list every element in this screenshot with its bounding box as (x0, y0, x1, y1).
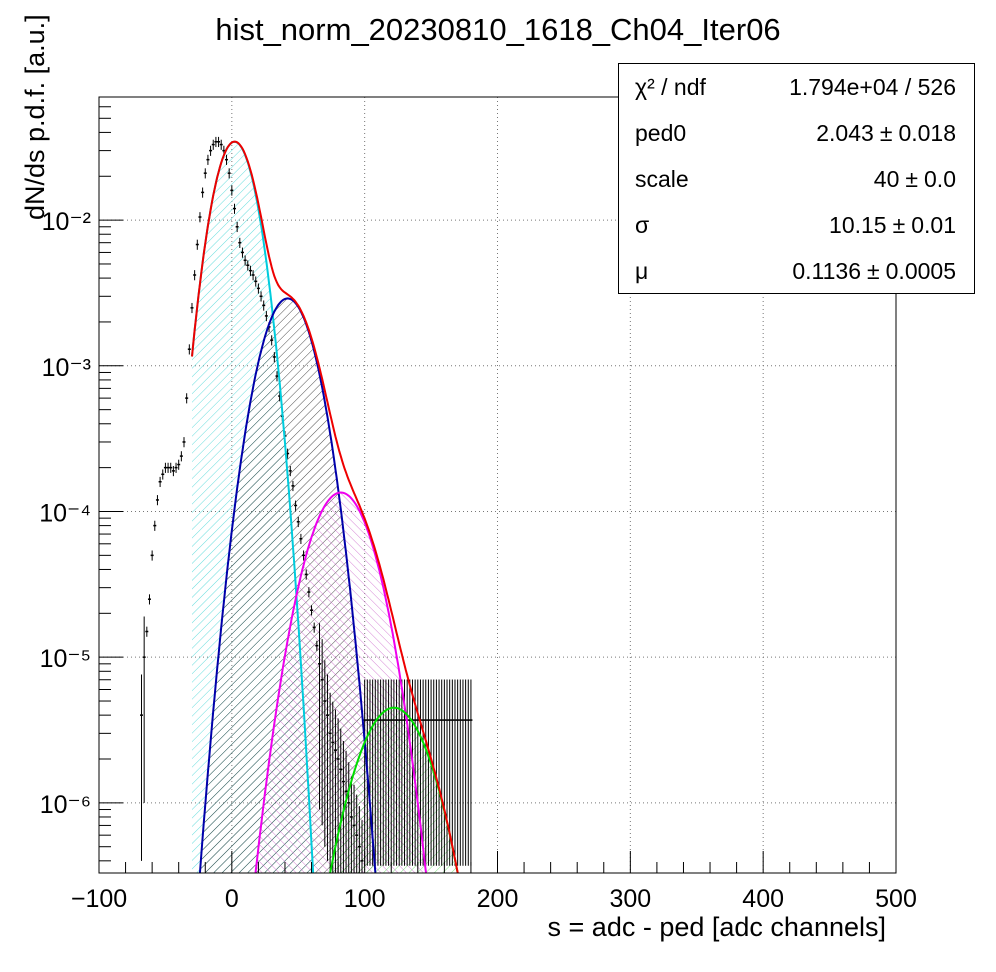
stats-row-sigma: σ 10.15 ±0.01 (619, 202, 974, 248)
stats-row-scale: scale 40 ±0.0 (619, 156, 974, 202)
y-tick-labels: 10⁻⁶ 10⁻⁵ 10⁻⁴ 10⁻³ 10⁻² (39, 208, 91, 819)
component-fills (191, 141, 471, 873)
stats-box: χ² / ndf 1.794e+04 / 526 ped0 2.043 ±0.01… (618, 63, 975, 294)
stats-number: 10.15 (829, 212, 887, 238)
plus-minus: ± (867, 258, 880, 284)
stats-error: 0.01 (911, 212, 956, 238)
stats-error: 0.0005 (885, 258, 956, 284)
x-tick-label: −100 (71, 885, 127, 913)
axis-ticks (98, 96, 897, 873)
data-histogram (140, 136, 473, 873)
stats-label: ped0 (635, 120, 687, 146)
component-curve-1 (198, 297, 377, 873)
plus-minus: ± (892, 212, 906, 238)
stats-label: μ (635, 258, 649, 284)
stats-number: 0.1136 (792, 258, 862, 284)
stats-value: 40 ±0.0 (874, 166, 956, 193)
stats-value: 10.15 ±0.01 (829, 212, 956, 239)
y-tick-label: 10⁻⁶ (40, 791, 91, 819)
plus-minus: ± (879, 120, 893, 146)
y-tick-label: 10⁻² (42, 208, 91, 236)
component-curve-2 (254, 491, 428, 873)
stats-label: scale (635, 166, 689, 192)
x-tick-label: 500 (875, 885, 917, 913)
x-tick-label: 300 (609, 885, 651, 913)
y-tick-label: 10⁻⁵ (40, 645, 91, 673)
y-tick-label: 10⁻³ (42, 354, 91, 382)
x-tick-label: 200 (477, 885, 519, 913)
stats-value: 0.1136 ±0.0005 (792, 258, 956, 285)
y-axis-title: dN/ds p.d.f. [a.u.] (20, 14, 50, 220)
x-tick-labels: −100 0 100 200 300 400 500 (71, 885, 917, 913)
stats-number: 2.043 (816, 120, 874, 146)
fit-curves (191, 140, 459, 873)
plus-minus: ± (905, 166, 919, 192)
stats-label: σ (635, 212, 650, 238)
stats-number: 40 (873, 166, 900, 192)
x-axis-title: s = adc - ped [adc channels] (547, 912, 886, 942)
stats-label: χ² / ndf (635, 74, 706, 100)
stats-value: 2.043 ±0.018 (816, 120, 956, 147)
stats-error: 0.018 (898, 120, 956, 146)
chart-title: hist_norm_20230810_1618_Ch04_Iter06 (215, 12, 781, 47)
x-tick-label: 0 (225, 885, 239, 913)
stats-row-chi2: χ² / ndf 1.794e+04 / 526 (619, 64, 974, 110)
stats-value: 1.794e+04 / 526 (789, 74, 956, 100)
total-fit-curve (191, 140, 459, 873)
y-tick-label: 10⁻⁴ (39, 499, 91, 527)
x-tick-label: 100 (344, 885, 386, 913)
stats-row-ped0: ped0 2.043 ±0.018 (619, 110, 974, 156)
stats-error: 0.0 (924, 166, 956, 192)
x-tick-label: 400 (742, 885, 784, 913)
stats-row-mu: μ 0.1136 ±0.0005 (619, 248, 974, 294)
